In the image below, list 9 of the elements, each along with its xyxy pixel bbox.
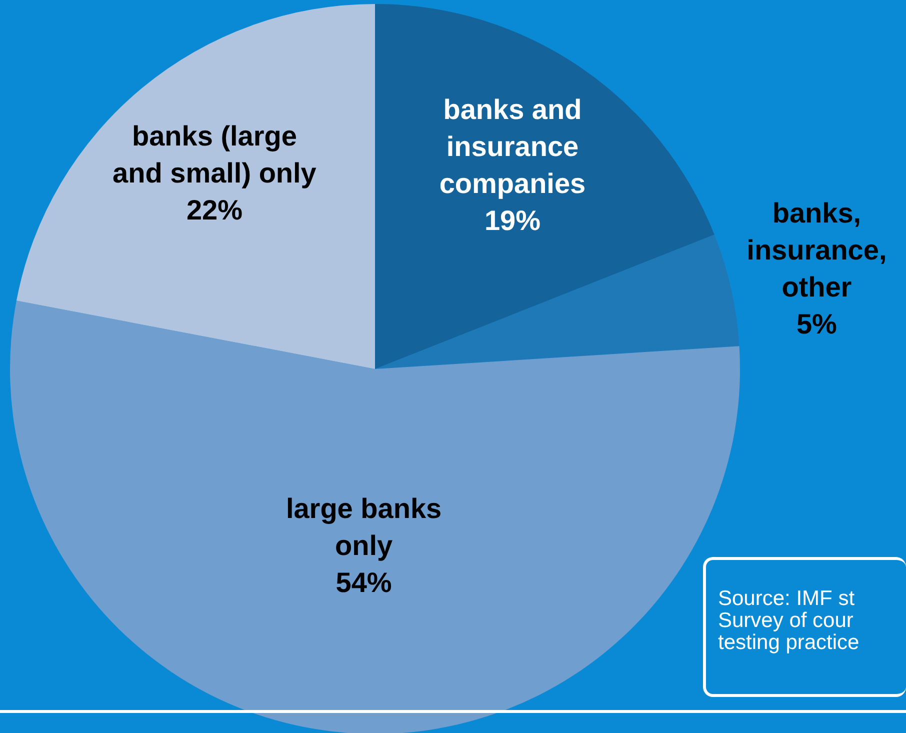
source-note: Source: IMF st Survey of cour testing practice xyxy=(718,587,860,654)
data-label: 22% xyxy=(186,194,243,226)
slice-label: banks, insurance, other xyxy=(746,197,887,302)
data-label: 19% xyxy=(484,204,541,236)
slice-label: large banks only xyxy=(286,493,442,562)
data-label: 5% xyxy=(796,308,838,340)
slice-label: banks and insurance companies xyxy=(439,94,586,199)
slice-label: banks (large and small) only xyxy=(112,120,317,189)
data-label: 54% xyxy=(336,567,392,598)
